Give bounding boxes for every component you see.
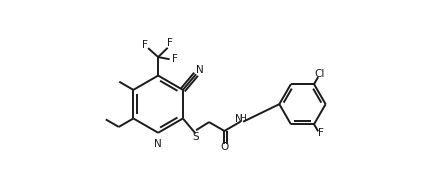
Text: N: N xyxy=(196,65,204,75)
Text: F: F xyxy=(318,128,325,138)
Text: N: N xyxy=(235,114,243,124)
Text: F: F xyxy=(167,38,173,48)
Text: H: H xyxy=(239,114,245,123)
Text: S: S xyxy=(193,132,199,142)
Text: O: O xyxy=(220,142,228,152)
Text: F: F xyxy=(143,40,148,50)
Text: F: F xyxy=(172,54,178,64)
Text: N: N xyxy=(154,139,162,149)
Text: Cl: Cl xyxy=(314,69,325,79)
